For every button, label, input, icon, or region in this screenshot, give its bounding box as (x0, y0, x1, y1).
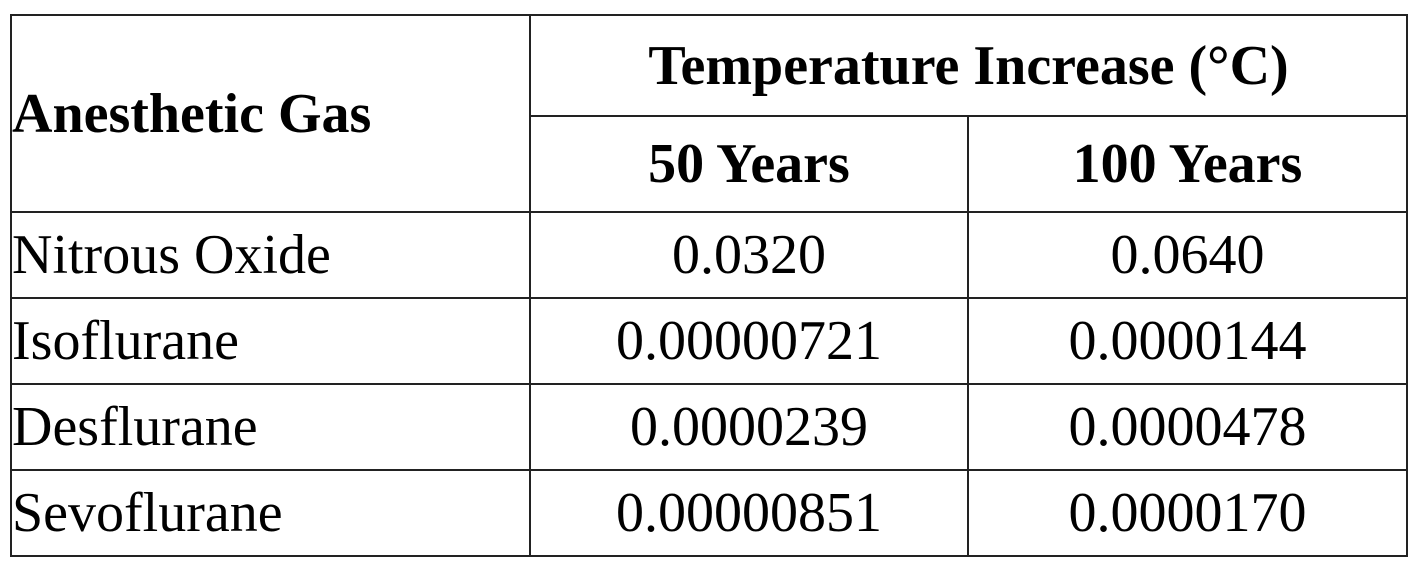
value-50-years-cell: 0.0000239 (529, 383, 969, 471)
value-100-years-cell: 0.0640 (967, 211, 1408, 299)
table-row: Isoflurane 0.00000721 0.0000144 (10, 297, 1408, 385)
gas-name-cell: Nitrous Oxide (10, 211, 531, 299)
value-100-years-cell: 0.0000170 (967, 469, 1408, 557)
value-50-years-cell: 0.00000851 (529, 469, 969, 557)
value-50-years-cell: 0.00000721 (529, 297, 969, 385)
gas-name-cell: Desflurane (10, 383, 531, 471)
gas-name-cell: Isoflurane (10, 297, 531, 385)
header-row-group: Anesthetic Gas Temperature Increase (°C) (10, 14, 1408, 213)
temperature-increase-header: Temperature Increase (°C) (529, 14, 1408, 117)
table-row: Sevoflurane 0.00000851 0.0000170 (10, 469, 1408, 557)
gas-name-cell: Sevoflurane (10, 469, 531, 557)
period-header-100-years: 100 Years (967, 115, 1408, 213)
anesthetic-gas-header: Anesthetic Gas (10, 14, 531, 213)
temperature-increase-table: Anesthetic Gas Temperature Increase (°C)… (10, 14, 1408, 557)
value-100-years-cell: 0.0000144 (967, 297, 1408, 385)
table-row: Desflurane 0.0000239 0.0000478 (10, 383, 1408, 471)
header-row-periods: 50 Years 100 Years (11, 115, 1408, 213)
table-row: Nitrous Oxide 0.0320 0.0640 (10, 211, 1408, 299)
value-100-years-cell: 0.0000478 (967, 383, 1408, 471)
value-50-years-cell: 0.0320 (529, 211, 969, 299)
period-header-50-years: 50 Years (529, 115, 969, 213)
